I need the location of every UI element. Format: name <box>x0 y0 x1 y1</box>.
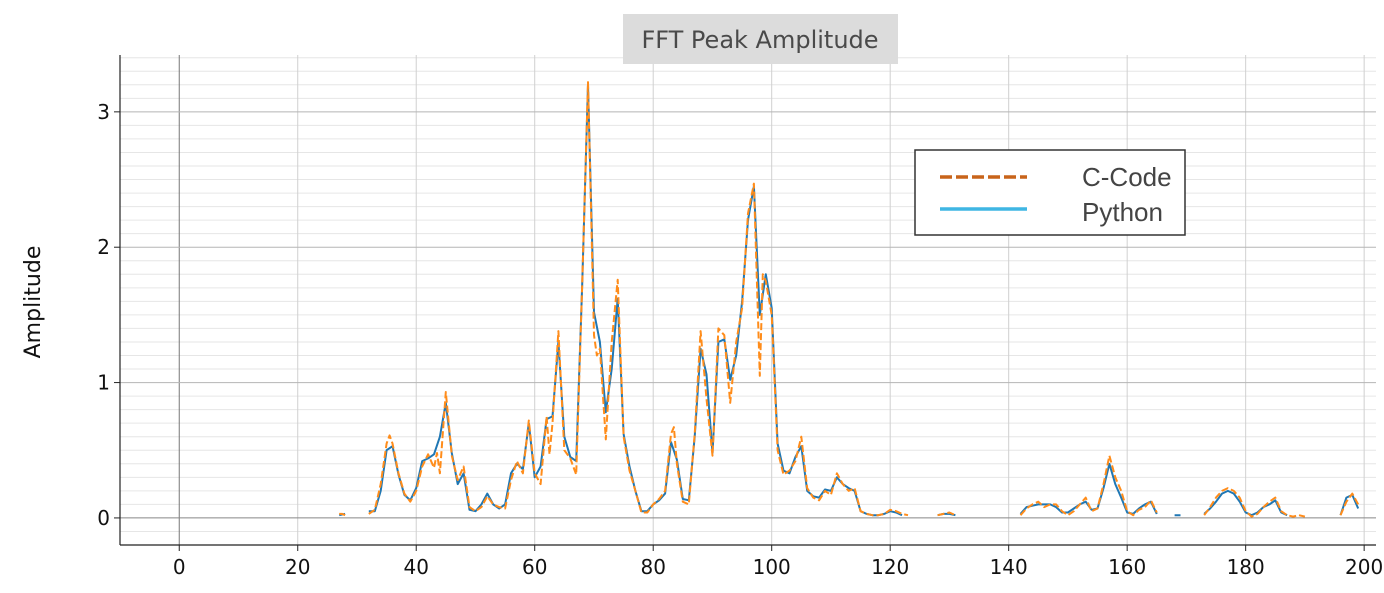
chart-title-box <box>623 14 898 64</box>
x-tick-label: 0 <box>173 555 186 579</box>
grid-lines <box>120 55 1376 545</box>
y-tick-label: 3 <box>97 100 110 124</box>
y-axis-label: Amplitude <box>21 246 46 359</box>
axes <box>114 55 1376 551</box>
x-tick-label: 20 <box>285 555 310 579</box>
series-lines <box>338 81 1360 518</box>
tick-labels: 0 20 40 60 80 100 120 140 160 180 200 0 1 2 3 <box>97 100 1383 579</box>
chart-title-text: FFT Peak Amplitude <box>641 26 878 54</box>
x-tick-label: 60 <box>522 555 547 579</box>
chart-title: FFT Peak Amplitude <box>623 14 898 64</box>
series-line-c-code <box>339 81 1360 518</box>
x-tick-label: 140 <box>990 555 1028 579</box>
x-tick-label: 160 <box>1108 555 1146 579</box>
y-tick-label: 0 <box>97 506 110 530</box>
x-tick-label: 100 <box>753 555 791 579</box>
legend-box <box>914 149 1186 236</box>
legend-label-python: Python <box>1082 197 1163 227</box>
y-tick-label: 2 <box>97 235 110 259</box>
y-tick-label: 1 <box>97 371 110 395</box>
legend: C-Code Python <box>914 149 1186 236</box>
x-tick-label: 80 <box>640 555 665 579</box>
x-tick-label: 200 <box>1345 555 1383 579</box>
x-tick-label: 40 <box>403 555 428 579</box>
legend-label-c-code: C-Code <box>1082 162 1172 192</box>
x-tick-label: 180 <box>1227 555 1265 579</box>
x-tick-label: 120 <box>871 555 909 579</box>
